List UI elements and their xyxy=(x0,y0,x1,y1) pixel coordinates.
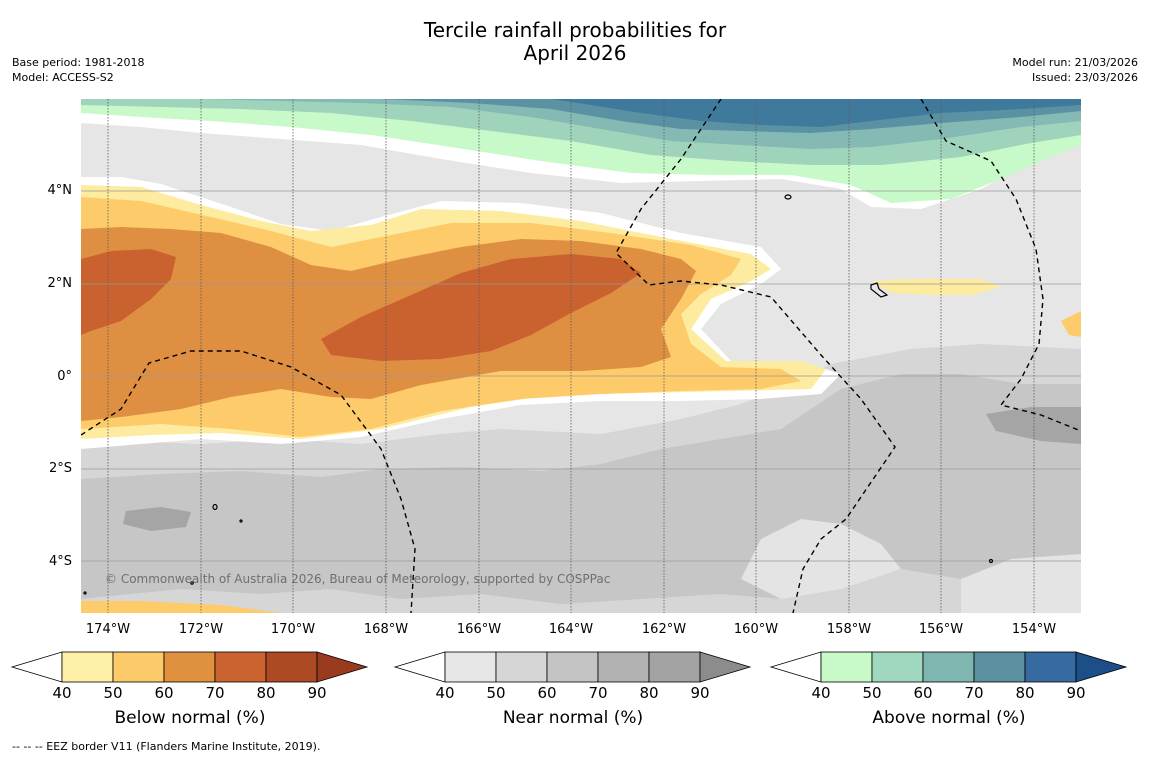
colorbar-segment xyxy=(1024,651,1077,683)
lon-label: 164°W xyxy=(548,622,594,637)
colorbar-extend-high xyxy=(1075,651,1128,683)
colorbar-segment xyxy=(61,651,114,683)
lon-label: 166°W xyxy=(456,622,502,637)
colorbar-below-normal xyxy=(10,651,369,683)
colorbar-segment xyxy=(112,651,165,683)
map-title-line1: Tercile rainfall probabilities for xyxy=(423,18,727,42)
colorbar-tick: 70 xyxy=(205,684,225,702)
colorbar-segment xyxy=(444,651,497,683)
lat-label-4n: 4°N xyxy=(47,183,73,198)
meta-left: Base period: 1981-2018 Model: ACCESS-S2 xyxy=(12,55,144,85)
colorbar-extend-high xyxy=(699,651,752,683)
latitude-gridlines xyxy=(81,190,1081,562)
colorbar-segment xyxy=(163,651,216,683)
above-normal-80-region xyxy=(551,99,1081,127)
colorbar-tick: 40 xyxy=(52,684,72,702)
lat-label-0: 0° xyxy=(57,369,72,384)
colorbar-tick: 70 xyxy=(964,684,984,702)
colorbar-segment xyxy=(871,651,924,683)
eez-borders xyxy=(81,99,1081,613)
lon-label: 156°W xyxy=(918,622,964,637)
colorbar-extend-low xyxy=(10,651,63,683)
near-normal-light-patch xyxy=(696,307,841,357)
colorbar-tick: 70 xyxy=(588,684,608,702)
below-normal-50-east-patch xyxy=(871,279,1001,295)
lon-label: 168°W xyxy=(363,622,409,637)
base-period: Base period: 1981-2018 xyxy=(12,56,145,69)
lon-label: 162°W xyxy=(641,622,687,637)
colorbar-segment xyxy=(495,651,548,683)
colorbar-near-normal xyxy=(393,651,752,683)
below-normal-80-central xyxy=(321,254,641,361)
colorbar-tick: 40 xyxy=(811,684,831,702)
below-normal-60-east-edge xyxy=(1061,311,1081,337)
colorbar-tick: 50 xyxy=(486,684,506,702)
colorbar-tick: 60 xyxy=(913,684,933,702)
colorbar-title-below: Below normal (%) xyxy=(114,708,266,728)
colorbar-tick: 90 xyxy=(307,684,327,702)
colorbar-segment xyxy=(265,651,318,683)
lon-label: 158°W xyxy=(826,622,872,637)
colorbar-tick: 90 xyxy=(1066,684,1086,702)
islands xyxy=(83,194,994,595)
colorbar-tick: 80 xyxy=(639,684,659,702)
colorbar-extend-high xyxy=(316,651,369,683)
below-normal-80-west xyxy=(81,249,176,335)
colorbar-tick: 50 xyxy=(862,684,882,702)
near-normal-darker-west xyxy=(123,507,191,531)
model-name: Model: ACCESS-S2 xyxy=(12,71,114,84)
lon-label: 170°W xyxy=(270,622,316,637)
colorbar-extend-low xyxy=(393,651,446,683)
lon-label: 172°W xyxy=(178,622,224,637)
map-copyright: © Commonwealth of Australia 2026, Bureau… xyxy=(105,572,611,586)
meta-right: Model run: 21/03/2026 Issued: 23/03/2026 xyxy=(1012,55,1138,85)
colorbar-segment xyxy=(820,651,873,683)
lat-label-2s: 2°S xyxy=(48,461,72,476)
colorbar-above-normal xyxy=(769,651,1128,683)
colorbar-tick: 80 xyxy=(256,684,276,702)
lon-label: 154°W xyxy=(1011,622,1057,637)
forecast-map xyxy=(81,99,1081,613)
colorbar-tick: 60 xyxy=(537,684,557,702)
lat-label-2n: 2°N xyxy=(47,276,73,291)
colorbar-extend-low xyxy=(769,651,822,683)
eez-footnote: -- -- -- EEZ border V11 (Flanders Marine… xyxy=(12,740,321,753)
colorbar-segment xyxy=(597,651,650,683)
colorbar-segment xyxy=(214,651,267,683)
colorbar-tick: 50 xyxy=(103,684,123,702)
colorbars xyxy=(10,651,1128,683)
colorbar-segment xyxy=(546,651,599,683)
lon-label: 174°W xyxy=(85,622,131,637)
colorbar-segment xyxy=(922,651,975,683)
colorbar-title-above: Above normal (%) xyxy=(872,708,1026,728)
map-title-line2: April 2026 xyxy=(523,41,627,65)
colorbar-segment xyxy=(648,651,701,683)
issued-date: Issued: 23/03/2026 xyxy=(1031,71,1138,84)
lon-label: 160°W xyxy=(733,622,779,637)
colorbar-segment xyxy=(973,651,1026,683)
colorbar-tick: 60 xyxy=(154,684,174,702)
near-normal-lightest-south xyxy=(741,519,901,599)
below-normal-60-south-strip xyxy=(81,601,281,613)
colorbar-tick: 80 xyxy=(1015,684,1035,702)
near-normal-lightest-south-east xyxy=(961,554,1081,613)
model-run: Model run: 21/03/2026 xyxy=(1012,56,1138,69)
colorbar-title-near: Near normal (%) xyxy=(502,708,644,728)
map-title: Tercile rainfall probabilities for April… xyxy=(0,19,1150,65)
colorbar-tick: 40 xyxy=(435,684,455,702)
lat-label-4s: 4°S xyxy=(48,554,72,569)
near-normal-darker-east xyxy=(986,407,1081,444)
colorbar-tick: 90 xyxy=(690,684,710,702)
